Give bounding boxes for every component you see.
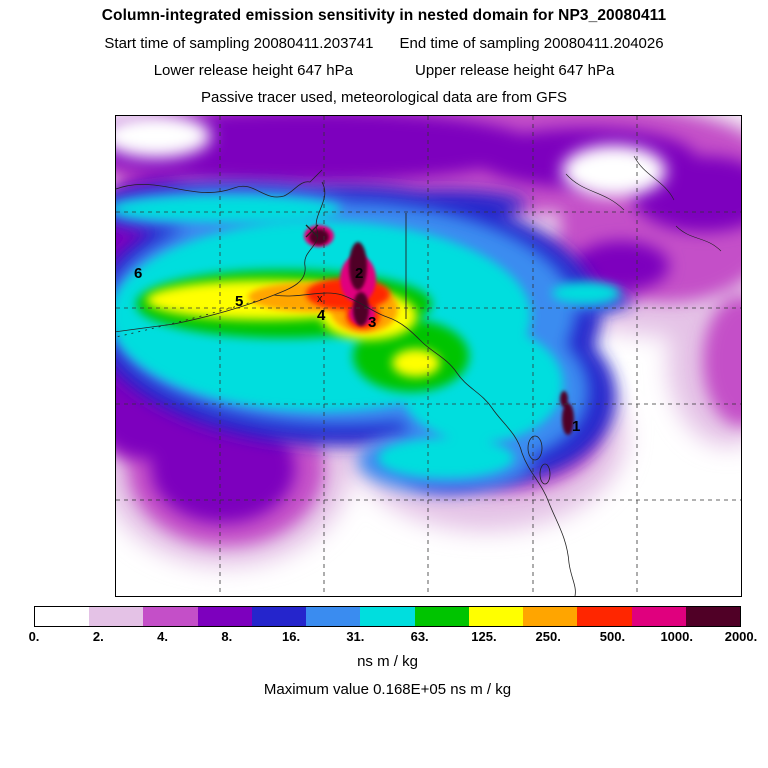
colorbar-segment: [89, 607, 144, 626]
start-time-label: Start time of sampling 20080411.203741: [104, 35, 374, 52]
colorbar-tick-label: 8.: [221, 629, 233, 644]
tracer-info-label: Passive tracer used, meteorological data…: [201, 89, 567, 106]
colorbar-tick-label: 2.: [92, 629, 104, 644]
lower-release-height-label: Lower release height 647 hPa: [153, 62, 353, 79]
colorbar: [34, 606, 741, 627]
colorbar-segment: [468, 607, 524, 626]
colorbar-segment: [685, 607, 741, 626]
colorbar-segment: [523, 607, 578, 626]
map-plot-area: x 1 2 3 4 5 6: [115, 115, 742, 597]
colorbar-ticks: 0. 2. 4. 8. 16. 31. 63. 125. 250. 500. 1000. 2000.: [29, 629, 758, 647]
colorbar-units-label: ns m / kg: [357, 653, 418, 670]
colorbar-tick-label: 2000.: [724, 629, 758, 644]
colorbar-segment: [414, 607, 469, 626]
colorbar-segment: [360, 607, 415, 626]
trajectory-marker-1: 1: [572, 418, 580, 435]
colorbar-tick-label: 4.: [157, 629, 168, 644]
colorbar-tick-label: 1000.: [660, 629, 693, 644]
sampling-time-line: Start time of sampling 20080411.203741 E…: [0, 35, 768, 52]
colorbar-tick-label: 250.: [535, 629, 561, 644]
tracer-info-line: Passive tracer used, meteorological data…: [0, 89, 768, 106]
colorbar-segment: [35, 607, 90, 626]
max-value-label: Maximum value 0.168E+05 ns m / kg: [263, 681, 512, 698]
colorbar-segment: [143, 607, 198, 626]
plume-white-gaps: [116, 116, 666, 197]
trajectory-marker-5: 5: [235, 293, 243, 310]
colorbar-segment: [197, 607, 252, 626]
colorbar-tick-label: 63.: [410, 629, 429, 644]
colorbar-tick-label: 31.: [346, 629, 365, 644]
colorbar-tick-label: 125.: [471, 629, 497, 644]
colorbar-segment: [251, 607, 307, 626]
page-title: Column-integrated emission sensitivity i…: [101, 7, 667, 24]
latlon-gridlines: [116, 116, 741, 596]
coastlines: [116, 155, 722, 596]
colorbar-segment: [577, 607, 632, 626]
release-height-line: Lower release height 647 hPa Upper relea…: [0, 62, 768, 79]
secondary-x-marker: x: [317, 293, 323, 305]
trajectory-marker-3: 3: [368, 314, 376, 331]
emission-sensitivity-map: x 1 2 3 4 5 6: [116, 116, 741, 596]
trajectory-marker-4: 4: [317, 307, 326, 324]
trajectory-marker-6: 6: [134, 265, 142, 282]
upper-release-height-label: Upper release height 647 hPa: [415, 62, 615, 79]
colorbar-tick-label: 0.: [28, 629, 40, 644]
trajectory-marker-2: 2: [355, 265, 363, 282]
colorbar-segment: [306, 607, 361, 626]
colorbar-tick-label: 16.: [282, 629, 301, 644]
release-cross-icon: [305, 224, 319, 238]
colorbar-tick-label: 500.: [599, 629, 626, 644]
colorbar-segment: [631, 607, 686, 626]
end-time-label: End time of sampling 20080411.204026: [399, 35, 664, 52]
